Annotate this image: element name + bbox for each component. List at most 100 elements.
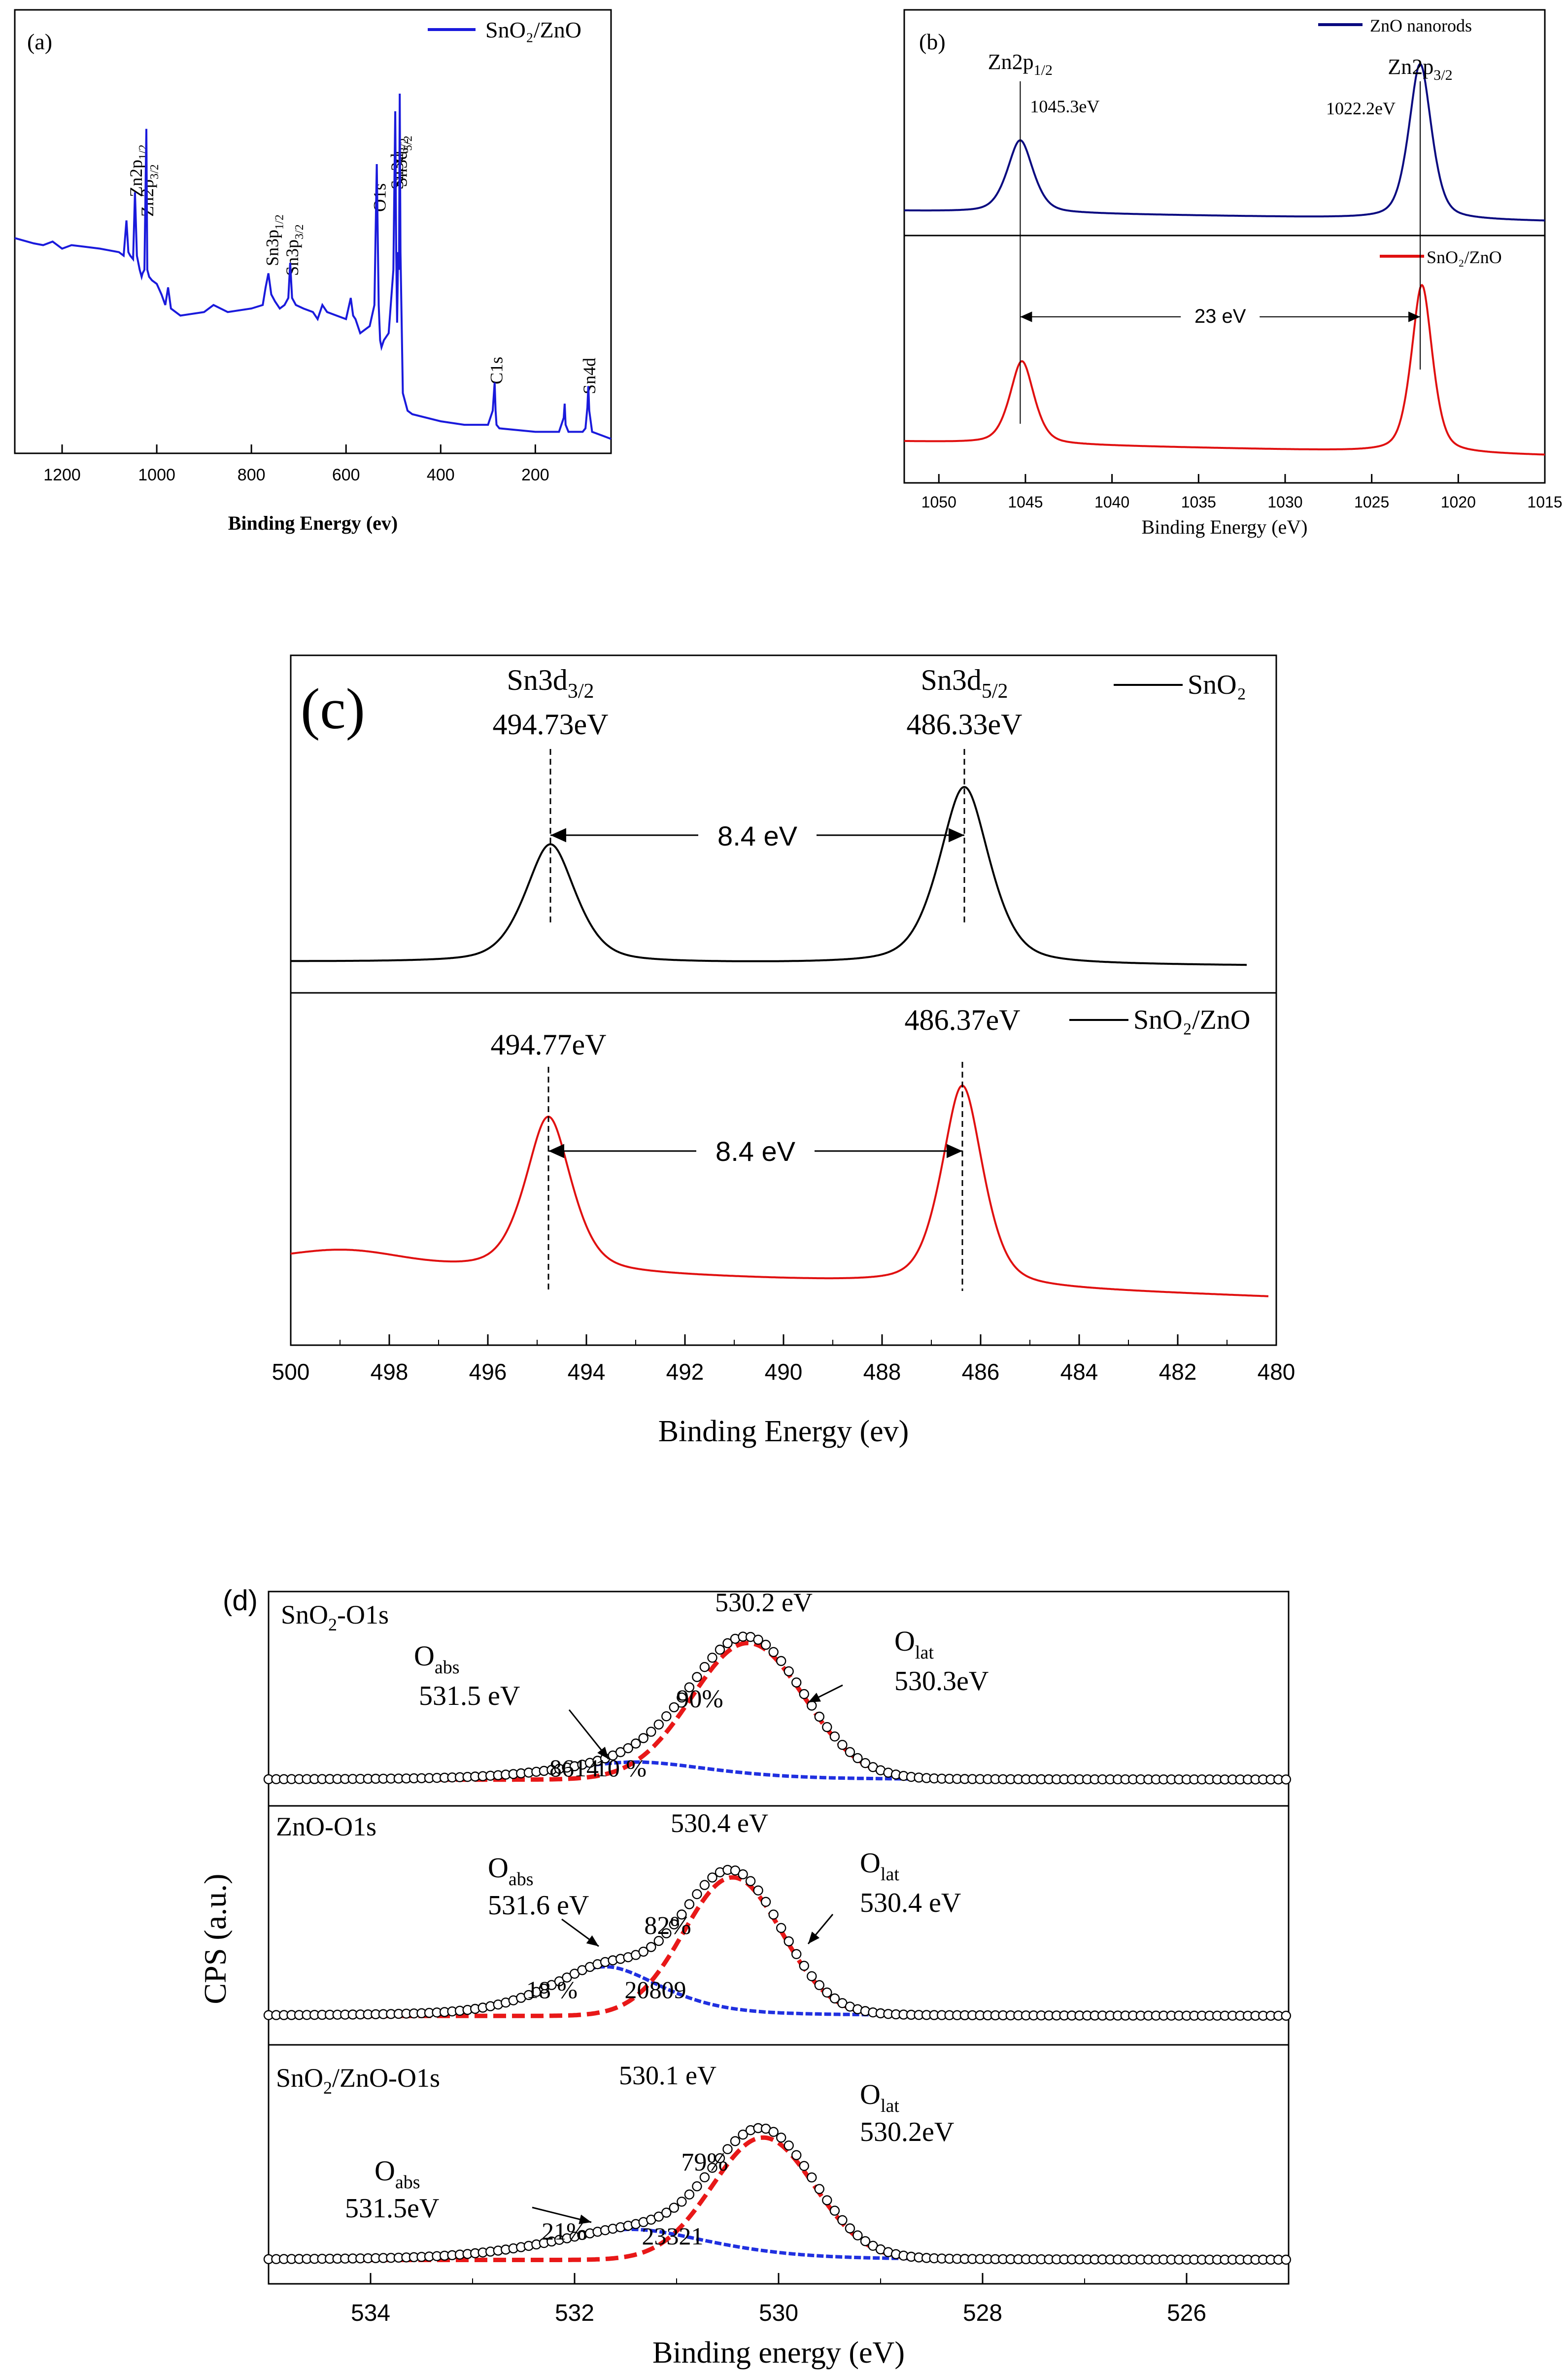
panel-a-x-tick-label: 400 bbox=[427, 466, 455, 484]
panel-b-legend-bottom: SnO₂/ZnO bbox=[1380, 247, 1502, 267]
panel-d-x-tick-label: 534 bbox=[351, 2300, 390, 2326]
panel-c-x-tick-label: 490 bbox=[765, 1359, 803, 1385]
panel-d2-data-point bbox=[684, 1899, 695, 1909]
panel-c-x-tick-label: 486 bbox=[962, 1359, 1000, 1385]
panel-d1-data-point bbox=[860, 1758, 871, 1768]
panel-d1-data-point bbox=[638, 1733, 648, 1743]
panel-d3-data-point bbox=[1281, 2254, 1292, 2265]
panel-b-x-tick-label: 1020 bbox=[1441, 493, 1476, 511]
panel-d3-data-point bbox=[661, 2207, 672, 2218]
panel-a-x-tick-label: 800 bbox=[238, 466, 266, 484]
panel-d2-data-point bbox=[753, 1885, 763, 1896]
panel-d1-peak-value: 530.2 eV bbox=[715, 1588, 813, 1617]
panel-d1-data-point bbox=[845, 1747, 855, 1758]
panel-d1-data-point bbox=[837, 1739, 848, 1750]
panel-c-x-tick-label: 494 bbox=[568, 1359, 606, 1385]
panel-a-x-axis-label: Binding Energy (ev) bbox=[228, 512, 398, 534]
panel-d3-data-point bbox=[814, 2184, 825, 2194]
panel-d1-abs-percent: 10 % bbox=[595, 1754, 647, 1782]
panel-c-legend-top: SnO₂ bbox=[1114, 670, 1246, 700]
panel-d3-area-value: 23321 bbox=[642, 2222, 704, 2250]
panel-b-x-ticks: 1050 1045 1040 1035 1030 1025 1020 1015 bbox=[921, 474, 1563, 511]
panel-c-series-sno2-zno-line bbox=[290, 1085, 1269, 1297]
panel-d-x-tick-label: 528 bbox=[963, 2300, 1002, 2326]
panel-d3-data-point bbox=[692, 2181, 702, 2192]
panel-b-series-sno2-zno-line bbox=[904, 283, 1545, 456]
panel-d1-lat-pointer-head bbox=[808, 1693, 821, 1702]
panel-d3-oabs-label: Oabs bbox=[375, 2155, 420, 2193]
panel-d2-data-point bbox=[738, 1869, 748, 1880]
panel-c-bottom-left-peak-value: 494.77eV bbox=[491, 1028, 607, 1061]
panel-d1-oabs-label: Oabs bbox=[414, 1640, 460, 1678]
panel-d3-data-point bbox=[829, 2205, 840, 2216]
panel-d1-data-point bbox=[829, 1731, 840, 1742]
panel-d3-data-point bbox=[738, 2130, 748, 2140]
panel-d3-data-point bbox=[669, 2203, 680, 2213]
panel-d2-data-point bbox=[692, 1889, 702, 1899]
panel-a-x-tick-label: 1000 bbox=[138, 466, 175, 484]
panel-c-bottom-separation-label: 8.4 eV bbox=[716, 1136, 796, 1167]
panel-d2-abs-value: 531.6 eV bbox=[488, 1890, 589, 1921]
panel-b-separation-label: 23 eV bbox=[1194, 305, 1246, 327]
panel-d1-data-point bbox=[760, 1639, 771, 1650]
panel-b-x-tick-label: 1035 bbox=[1181, 493, 1216, 511]
panel-d2-data-point bbox=[653, 1935, 664, 1946]
panel-d3-data-point bbox=[768, 2127, 779, 2137]
panel-b-legend-top-label: ZnO nanorods bbox=[1370, 16, 1472, 35]
panel-d2-data-point bbox=[638, 1946, 648, 1957]
panel-d3-data-point bbox=[684, 2189, 695, 2200]
panel-d2-olat-label: Olat bbox=[860, 1847, 899, 1885]
panel-b-separation-arrow bbox=[1020, 303, 1421, 328]
panel-d2-title: ZnO-O1s bbox=[276, 1812, 376, 1841]
panel-d1-data-point bbox=[669, 1702, 680, 1713]
panel-d3-abs-pointer-head bbox=[579, 2214, 591, 2224]
panel-d1-area-value: 8614 bbox=[549, 1754, 599, 1782]
panel-d1-data-point bbox=[753, 1634, 763, 1645]
panel-d1-data-point bbox=[630, 1738, 641, 1749]
panel-d2-data-point bbox=[807, 1971, 817, 1981]
panel-b-x-axis-label: Binding Energy (eV) bbox=[1142, 516, 1308, 538]
panel-d1-data-point bbox=[699, 1662, 710, 1672]
panel-c-top-right-peak-value: 486.33eV bbox=[907, 708, 1023, 741]
panel-d3-data-point bbox=[860, 2236, 871, 2246]
panel-d2-abs-pointer-head bbox=[586, 1935, 599, 1946]
panel-d2-peak-value: 530.4 eV bbox=[671, 1808, 768, 1838]
panel-d2-data-point bbox=[814, 1980, 825, 1991]
panel-d3-olat-label: Olat bbox=[860, 2078, 899, 2116]
panel-b-legend-top: ZnO nanorods bbox=[1318, 16, 1472, 35]
panel-d1-data-point bbox=[852, 1753, 863, 1764]
panel-c-top-separation-arrow bbox=[550, 817, 964, 850]
panel-d1-data-point bbox=[1281, 1774, 1292, 1785]
panel-d2-lat-percent: 82% bbox=[644, 1912, 691, 1940]
panel-d2-data-point bbox=[784, 1936, 794, 1947]
panel-b-x-tick-label: 1015 bbox=[1527, 493, 1562, 511]
panel-d2-area-value: 20809 bbox=[625, 1976, 686, 2003]
panel-d1-data-point bbox=[715, 1644, 725, 1655]
panel-d3-data-point bbox=[807, 2172, 817, 2183]
panel-d1-lat-percent: 90% bbox=[676, 1685, 723, 1713]
panel-d2-lat-pointer-head bbox=[808, 1932, 820, 1944]
panel-b-frame bbox=[903, 9, 1546, 484]
panel-d2-abs-percent: 18 % bbox=[526, 1976, 578, 2003]
panel-b-left-peak-label: Zn2p1/2 bbox=[988, 50, 1053, 78]
panel-c-x-tick-label: 480 bbox=[1258, 1359, 1295, 1385]
panel-a-x-tick-label: 200 bbox=[521, 466, 549, 484]
panel-d-x-ticks: 534 532 530 528 526 bbox=[268, 2273, 1289, 2326]
panel-d3-lat-percent: 79% bbox=[681, 2148, 728, 2176]
panel-d-x-tick-label: 530 bbox=[759, 2300, 798, 2326]
panel-d-y-axis-label: CPS (a.u.) bbox=[198, 1874, 233, 2004]
panel-a-x-ticks: 1200 1000 800 600 400 200 bbox=[43, 444, 549, 484]
panel-d2-data-point bbox=[829, 1993, 840, 2004]
panel-c-x-tick-label: 484 bbox=[1060, 1359, 1098, 1385]
panel-d1-title: SnO2-O1s bbox=[281, 1600, 389, 1634]
panel-b-right-peak-label: Zn2p3/2 bbox=[1388, 55, 1452, 83]
panel-c-top-arrow-head-left bbox=[550, 828, 566, 843]
panel-b-legend-bottom-label: SnO₂/ZnO bbox=[1427, 247, 1502, 267]
panel-d2-data-point bbox=[707, 1872, 717, 1883]
panel-d2-data-point bbox=[699, 1880, 710, 1890]
panel-d1-data-point bbox=[791, 1677, 802, 1688]
panel-b-x-tick-label: 1045 bbox=[1008, 493, 1043, 511]
panel-d3-title: SnO2/ZnO-O1s bbox=[276, 2063, 440, 2098]
panel-d2-data-point bbox=[745, 1876, 756, 1886]
